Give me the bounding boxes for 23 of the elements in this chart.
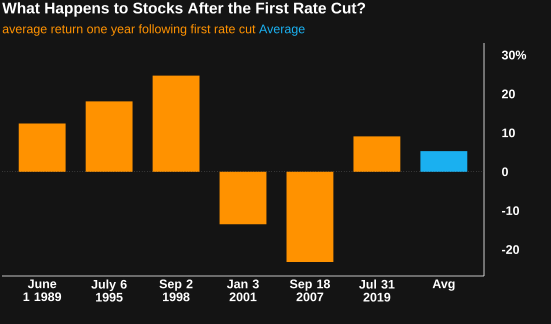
bar bbox=[420, 151, 468, 172]
bar bbox=[286, 172, 334, 262]
x-tick-label: Avg bbox=[432, 280, 455, 291]
x-tick-label: June 1 1989 bbox=[24, 280, 62, 302]
x-tick-label: Sep 18 2007 bbox=[290, 280, 330, 302]
x-tick-label: July 6 1995 bbox=[91, 280, 127, 302]
bar bbox=[353, 136, 400, 172]
y-tick-label: 10 bbox=[502, 128, 515, 138]
x-tick-label: Jan 3 2001 bbox=[226, 280, 259, 302]
bar bbox=[86, 101, 133, 172]
text: Average bbox=[259, 24, 305, 36]
y-tick-label: 0 bbox=[502, 167, 508, 176]
text: average return one year following first rate cut bbox=[2, 24, 256, 36]
x-tick-label: Jul 31 2019 bbox=[359, 280, 395, 302]
chart-title: What Happens to Stocks After the First Rate Cut? bbox=[2, 2, 366, 17]
bar bbox=[152, 76, 200, 172]
y-tick-label: -20 bbox=[502, 245, 520, 254]
y-tick-label: -10 bbox=[502, 206, 520, 216]
y-tick-label: 30% bbox=[502, 50, 526, 60]
bar bbox=[220, 172, 266, 224]
bar bbox=[18, 124, 66, 172]
x-tick-label: Sep 2 1998 bbox=[159, 280, 193, 302]
y-tick-label: 20 bbox=[502, 90, 515, 98]
